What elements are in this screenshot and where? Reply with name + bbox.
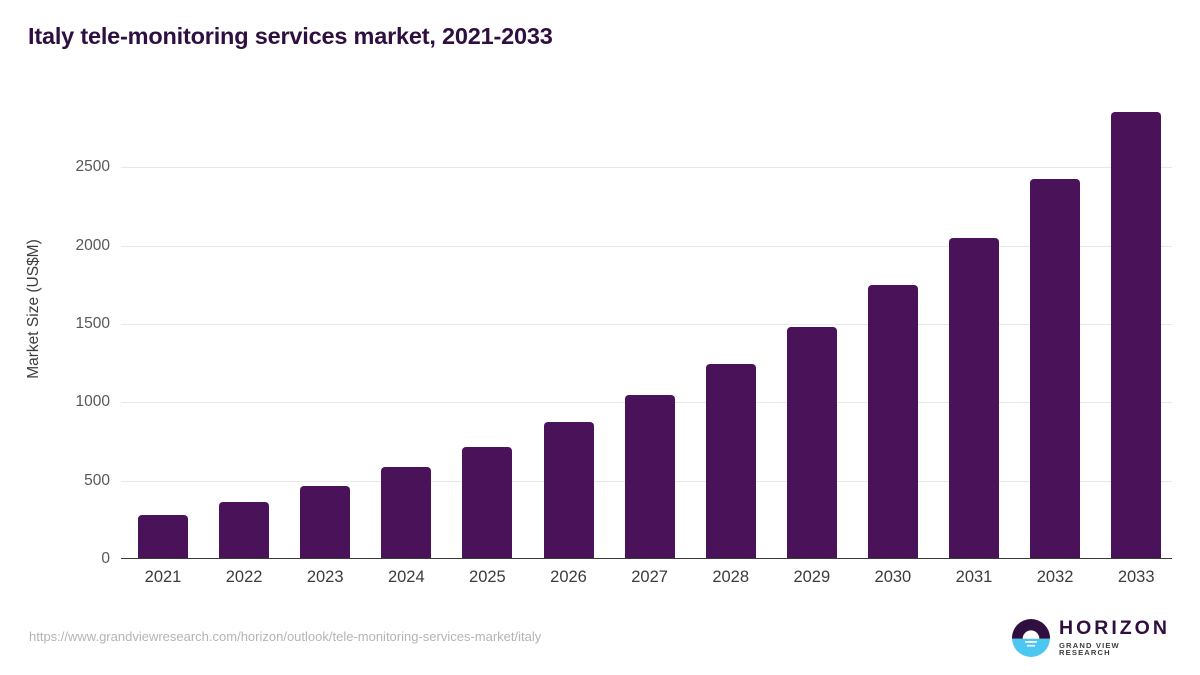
y-tick-label: 0 xyxy=(101,550,110,567)
plot-area xyxy=(121,100,1172,559)
bar[interactable] xyxy=(867,285,918,559)
y-tick-label: 2000 xyxy=(75,236,110,254)
y-tick-label: 1500 xyxy=(75,315,110,333)
gridline xyxy=(121,167,1172,169)
bar[interactable] xyxy=(219,501,270,559)
horizon-logo: HORIZON GRAND VIEW RESEARCH xyxy=(1012,618,1174,658)
x-tick-label: 2031 xyxy=(955,568,993,586)
x-tick-label: 2030 xyxy=(874,568,912,586)
x-tick-label: 2026 xyxy=(550,568,587,586)
bar[interactable] xyxy=(705,363,756,559)
x-tick-label: 2022 xyxy=(225,568,263,586)
x-tick-label: 2032 xyxy=(1036,568,1074,586)
y-axis-title: Market Size (US$M) xyxy=(25,239,42,379)
horizon-logo-icon xyxy=(1012,619,1050,657)
gridline xyxy=(121,245,1172,247)
x-tick-label: 2033 xyxy=(1117,568,1155,586)
y-tick-label: 500 xyxy=(84,471,110,489)
x-tick-label: 2029 xyxy=(793,568,831,586)
chart-title: Italy tele-monitoring services market, 2… xyxy=(28,23,553,49)
x-tick-label: 2023 xyxy=(306,568,344,586)
y-axis-tick-labels: 0 500 1000 1500 2000 2500 xyxy=(55,100,110,567)
logo-wordmark: HORIZON xyxy=(1059,617,1170,640)
bar[interactable] xyxy=(543,422,594,559)
gridline xyxy=(121,324,1172,326)
bar[interactable] xyxy=(138,515,188,559)
bar[interactable] xyxy=(1030,179,1081,559)
horizon-logo-text: HORIZON GRAND VIEW RESEARCH xyxy=(1059,619,1174,657)
bar[interactable] xyxy=(381,467,432,559)
bar[interactable] xyxy=(624,395,675,559)
bar[interactable] xyxy=(300,486,351,559)
x-tick-label: 2025 xyxy=(469,568,506,586)
bar[interactable] xyxy=(949,238,999,559)
bar[interactable] xyxy=(1111,111,1162,559)
x-tick-label: 2021 xyxy=(144,568,182,586)
source-url[interactable]: https://www.grandviewresearch.com/horizo… xyxy=(29,629,542,644)
y-tick-label: 1000 xyxy=(75,393,110,411)
bar[interactable] xyxy=(462,447,513,559)
y-tick-label: 2500 xyxy=(75,158,110,176)
x-axis-line xyxy=(121,557,1172,559)
x-tick-label: 2028 xyxy=(712,568,750,586)
logo-tagline: GRAND VIEW RESEARCH xyxy=(1059,640,1120,658)
x-tick-label: 2024 xyxy=(387,568,425,586)
bar[interactable] xyxy=(786,327,837,559)
x-tick-label: 2027 xyxy=(631,568,668,586)
